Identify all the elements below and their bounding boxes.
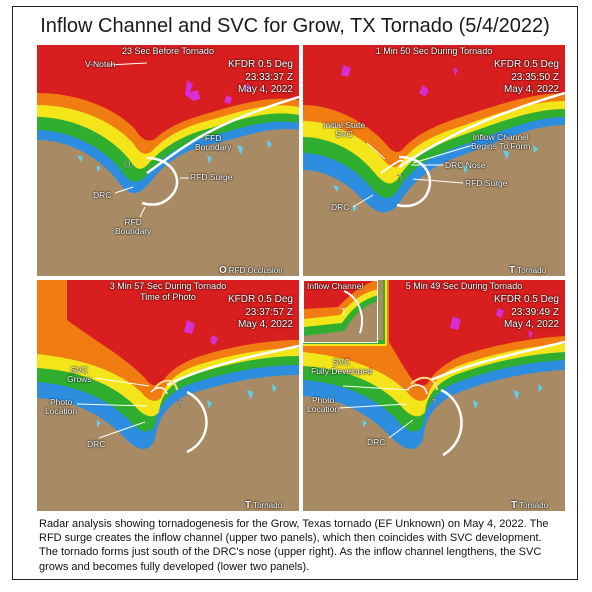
panel-header: 23 Sec Before Tornado	[122, 46, 214, 56]
radar-time: 23:33:37 Z	[245, 71, 293, 83]
svg-text:T: T	[431, 398, 437, 409]
label-svc-fully-developed: SVC Fully Developed	[311, 357, 372, 376]
figure-caption: Radar analysis showing tornadogenesis fo…	[39, 518, 549, 573]
radar-site: KFDR 0.5 Deg	[227, 294, 293, 305]
figure-title: Inflow Channel and SVC for Grow, TX Torn…	[13, 15, 577, 38]
legend-symbol: T	[511, 500, 518, 511]
radar-panel-1: O 23 Sec Before Tornado KFDR 0.5 Deg 23:…	[37, 45, 299, 276]
panel-subheader: Time of Photo	[140, 292, 196, 302]
radar-time: 23:35:50 Z	[511, 71, 559, 83]
label-ffd-boundary: FFD Boundary	[195, 133, 232, 152]
legend-text: RFD Occlusion	[228, 266, 283, 275]
label-svc-grows: SVC Grows	[67, 365, 92, 384]
legend: O RFD Occlusion	[219, 265, 283, 276]
legend: T Tornado	[511, 500, 548, 511]
label-drc: DRC	[87, 439, 106, 449]
radar-image-2: T	[303, 45, 565, 276]
figure-frame: Inflow Channel and SVC for Grow, TX Torn…	[12, 6, 578, 580]
radar-info: KFDR 0.5 Deg 23:35:50 Z May 4, 2022	[494, 59, 559, 97]
radar-image-4: T	[303, 280, 565, 511]
radar-site: KFDR 0.5 Deg	[493, 294, 559, 305]
label-photo-location: Photo Location	[307, 395, 340, 414]
inflow-inset: T	[303, 280, 378, 343]
title-text: Inflow Channel and SVC for Grow, TX Torn…	[40, 15, 454, 37]
label-initial-svc: Initial State SVC	[323, 120, 366, 139]
radar-info: KFDR 0.5 Deg 23:39:49 Z May 4, 2022	[494, 294, 559, 332]
legend-symbol: T	[509, 265, 516, 276]
panel-header: 3 Min 57 Sec During Tornado	[109, 281, 227, 291]
radar-panel-2: T 1 Min 50 Sec During Tornado KFDR 0.5 D…	[303, 45, 565, 276]
legend: T Tornado	[245, 500, 282, 511]
panel-header: 1 Min 50 Sec During Tornado	[375, 46, 493, 56]
radar-date: May 4, 2022	[237, 319, 293, 330]
label-photo-location: Photo Location	[45, 397, 78, 416]
radar-info: KFDR 0.5 Deg 23:37:57 Z May 4, 2022	[228, 294, 293, 332]
svg-text:O: O	[123, 160, 131, 171]
label-drc-nose: DRC Nose	[445, 160, 486, 170]
radar-panel-grid: O 23 Sec Before Tornado KFDR 0.5 Deg 23:…	[37, 45, 565, 511]
svg-text:T: T	[341, 307, 347, 317]
title-date: (5/4/2022)	[458, 15, 550, 37]
label-inflow-channel: Inflow Channel	[307, 281, 364, 291]
label-rfd-surge: RFD Surge	[465, 178, 508, 188]
label-drc: DRC	[331, 202, 350, 212]
radar-date: May 4, 2022	[503, 319, 559, 330]
label-drc: DRC	[367, 437, 386, 447]
radar-info: KFDR 0.5 Deg 23:33:37 Z May 4, 2022	[228, 59, 293, 97]
label-inflow-channel: Inflow Channel Begins To Form	[471, 132, 531, 151]
label-vnotch: V-Notch	[85, 59, 116, 69]
radar-panel-4: T T 5 Min 49 Sec During Tornado Inflow C…	[303, 280, 565, 511]
legend-text: Tornado	[253, 501, 283, 510]
inset-image: T	[304, 281, 377, 342]
svg-text:T: T	[177, 400, 183, 411]
radar-site: KFDR 0.5 Deg	[227, 59, 293, 70]
legend-symbol: O	[219, 265, 227, 276]
radar-date: May 4, 2022	[237, 84, 293, 95]
radar-time: 23:37:57 Z	[245, 306, 293, 318]
legend-symbol: T	[245, 500, 252, 511]
panel-header: 5 Min 49 Sec During Tornado	[405, 281, 523, 291]
radar-site: KFDR 0.5 Deg	[493, 59, 559, 70]
legend-text: Tornado	[517, 266, 547, 275]
legend-text: Tornado	[519, 501, 549, 510]
svg-text:T: T	[397, 174, 403, 185]
label-rfd-surge: RFD Surge	[190, 172, 233, 182]
radar-panel-3: T 3 Min 57 Sec During Tornado Time of Ph…	[37, 280, 299, 511]
label-drc: DRC	[93, 190, 112, 200]
radar-time: 23:39:49 Z	[511, 306, 559, 318]
radar-date: May 4, 2022	[503, 84, 559, 95]
radar-image-1: O	[37, 45, 299, 276]
radar-image-3: T	[37, 280, 299, 511]
label-rfd-boundary: RFD Boundary	[115, 217, 152, 236]
legend: T Tornado	[509, 265, 546, 276]
